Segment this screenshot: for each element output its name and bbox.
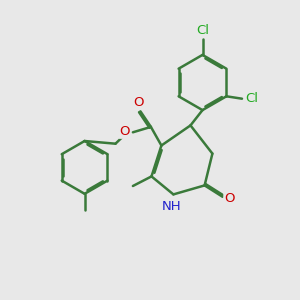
- Text: O: O: [134, 96, 144, 110]
- Text: Cl: Cl: [196, 24, 209, 37]
- Text: O: O: [224, 192, 235, 205]
- Text: NH: NH: [162, 200, 182, 214]
- Text: Cl: Cl: [245, 92, 258, 105]
- Text: O: O: [119, 125, 130, 138]
